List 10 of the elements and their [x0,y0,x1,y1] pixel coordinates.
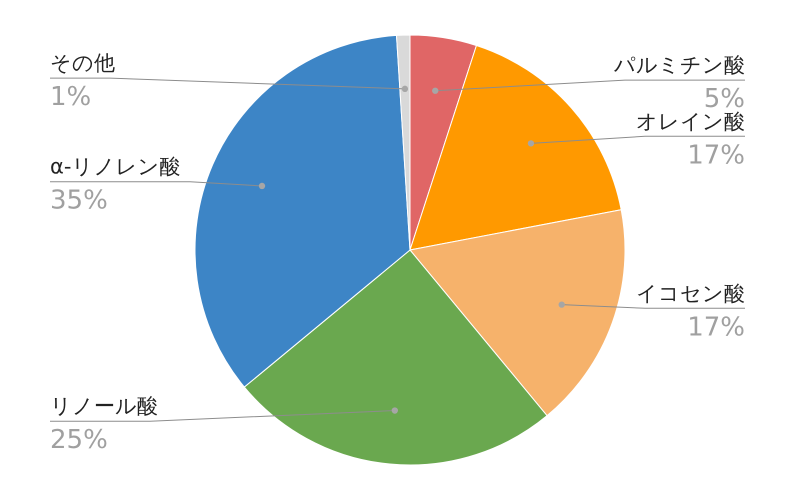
data-label: 35% [50,186,108,216]
slice-label: その他 [50,51,115,76]
data-label: 25% [50,425,108,456]
slice-label: α-リノレン酸 [50,154,180,179]
data-label: 1% [50,82,92,112]
slice-label: リノール酸 [50,394,158,418]
data-label: 17% [687,312,745,342]
slice-label: イコセン酸 [636,281,745,306]
slice-label: パルミチン酸 [613,53,745,78]
data-label: 17% [687,140,745,170]
